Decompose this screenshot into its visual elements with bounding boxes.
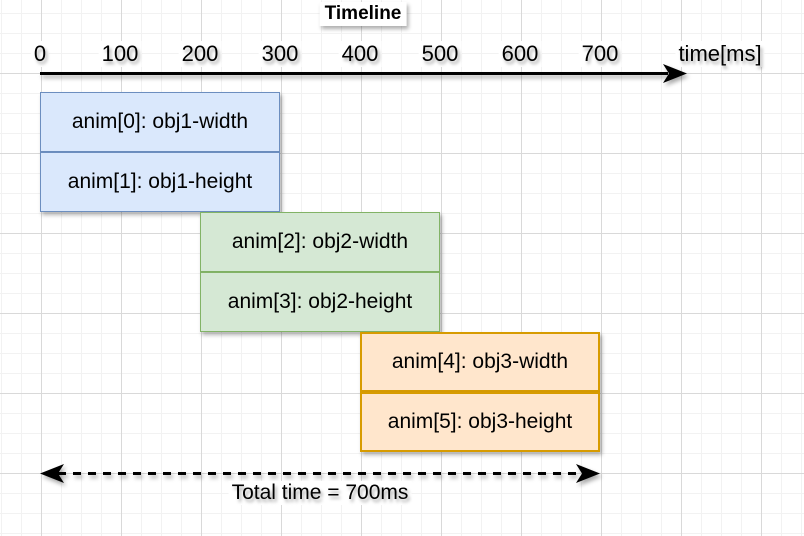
total-time-right-arrowhead-icon: [576, 464, 600, 483]
axis-tick-label-100: 100: [98, 41, 142, 67]
total-time-label: Total time = 700ms: [228, 481, 412, 505]
axis-tick-label-500: 500: [418, 41, 462, 67]
anim-bar-2: anim[2]: obj2-width: [200, 212, 440, 272]
anim-group-obj1: anim[0]: obj1-width anim[1]: obj1-height: [40, 92, 280, 212]
anim-bar-1: anim[1]: obj1-height: [40, 152, 280, 212]
anim-bar-3: anim[3]: obj2-height: [200, 272, 440, 332]
total-time-left-arrowhead-icon: [40, 464, 64, 483]
diagram-title: Timeline: [319, 2, 407, 26]
anim-bar-5: anim[5]: obj3-height: [360, 392, 600, 452]
axis-tick-label-300: 300: [258, 41, 302, 67]
axis-tick-label-0: 0: [30, 41, 50, 67]
axis-unit-label: time[ms]: [675, 41, 765, 67]
axis-tick-label-400: 400: [338, 41, 382, 67]
anim-bar-4: anim[4]: obj3-width: [360, 332, 600, 392]
axis-tick-label-600: 600: [498, 41, 542, 67]
axis-tick-label-200: 200: [178, 41, 222, 67]
anim-group-obj2: anim[2]: obj2-width anim[3]: obj2-height: [200, 212, 440, 332]
axis-tick-label-700: 700: [578, 41, 622, 67]
anim-bar-0: anim[0]: obj1-width: [40, 92, 280, 152]
anim-group-obj3: anim[4]: obj3-width anim[5]: obj3-height: [360, 332, 600, 452]
